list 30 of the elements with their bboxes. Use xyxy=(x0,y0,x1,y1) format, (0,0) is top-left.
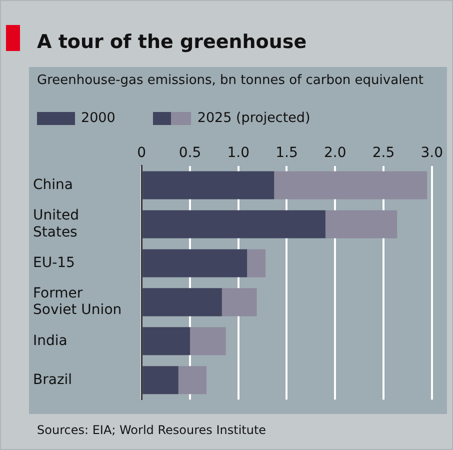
chart-title: A tour of the greenhouse xyxy=(37,31,307,53)
x-tick-label: 0 xyxy=(137,145,146,162)
bar xyxy=(142,366,178,394)
x-tick-label: 2.0 xyxy=(324,145,346,162)
bar xyxy=(142,249,248,278)
y-tick-label: United States xyxy=(33,207,79,240)
y-tick-label: India xyxy=(33,332,68,349)
bar xyxy=(142,171,274,200)
bar xyxy=(190,327,226,356)
x-tick-label: 1.5 xyxy=(276,145,298,162)
y-tick-label: EU-15 xyxy=(33,254,75,271)
bar xyxy=(142,288,222,316)
legend-label: 2000 xyxy=(81,110,116,126)
bar xyxy=(178,366,206,394)
legend-label: 2025 (projected) xyxy=(197,110,310,126)
bar xyxy=(274,171,428,200)
y-tick-label: Brazil xyxy=(33,372,72,388)
chart-subtitle: Greenhouse-gas emissions, bn tonnes of carbon equivalent xyxy=(37,73,424,88)
y-tick-label: China xyxy=(33,176,73,193)
bar xyxy=(142,327,190,356)
bar xyxy=(325,210,398,238)
bar xyxy=(222,288,257,316)
bar xyxy=(247,249,266,278)
x-tick-label: 0.5 xyxy=(178,145,202,162)
x-tick-label: 2.5 xyxy=(372,145,395,162)
x-tick-label: 1.0 xyxy=(227,145,250,162)
source-note: Sources: EIA; World Resoures Institute xyxy=(37,423,266,437)
bar xyxy=(142,210,326,238)
x-tick-label: 3.0 xyxy=(420,145,443,162)
y-tick-label: Former Soviet Union xyxy=(33,285,122,318)
